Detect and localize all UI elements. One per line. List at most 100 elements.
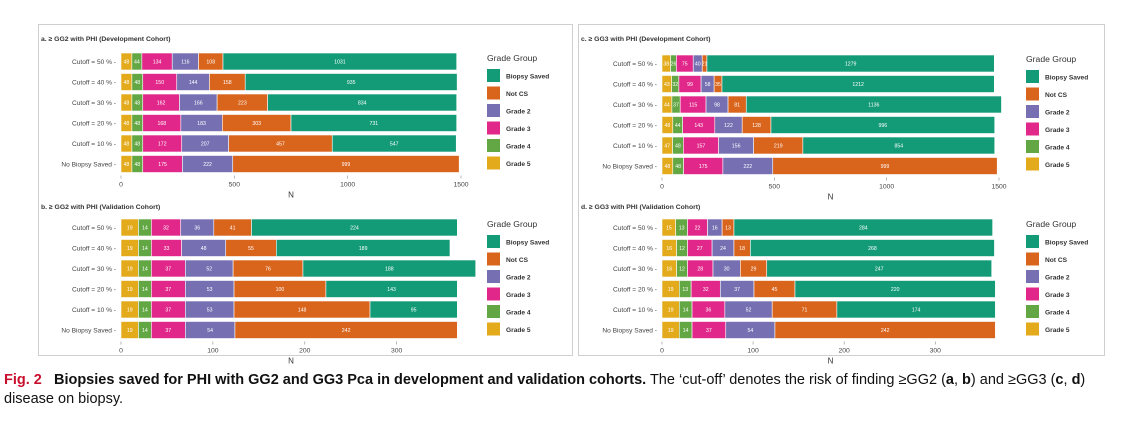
data-label: 19 bbox=[127, 246, 133, 252]
x-tick-label: 300 bbox=[391, 348, 403, 355]
legend-swatch bbox=[1026, 252, 1039, 266]
chart-title: c. ≥ GG3 with PHI (Development Cohort) bbox=[581, 36, 710, 43]
category-label: Cutoff = 20 % - bbox=[613, 123, 657, 130]
data-label: 15 bbox=[666, 226, 672, 232]
data-label: 457 bbox=[276, 142, 285, 148]
data-label: 731 bbox=[370, 121, 379, 127]
data-label: 48 bbox=[134, 80, 140, 86]
bar-segment bbox=[302, 259, 477, 278]
legend-swatch bbox=[487, 139, 500, 152]
bar-segment bbox=[325, 280, 458, 298]
x-tick-label: 1000 bbox=[340, 182, 355, 189]
chart-svg-left: a. ≥ GG2 with PHI (Development Cohort) Cu… bbox=[41, 36, 549, 366]
x-tick-label: 200 bbox=[299, 348, 311, 355]
data-label: 14 bbox=[142, 226, 148, 232]
bar-segment bbox=[774, 321, 996, 339]
data-label: 22 bbox=[695, 226, 701, 232]
data-label: 220 bbox=[891, 287, 900, 293]
x-tick-label: 0 bbox=[660, 184, 664, 191]
data-label: 37 bbox=[165, 328, 171, 334]
figure-panel-ggs2: a. ≥ GG2 with PHI (Development Cohort) Cu… bbox=[38, 24, 573, 366]
bar-segment bbox=[706, 54, 995, 73]
caption-text-1: The ‘cut-off’ denotes the risk of findin… bbox=[646, 372, 946, 388]
legend-label: Biopsy Saved bbox=[506, 240, 549, 247]
data-label: 19 bbox=[127, 267, 133, 273]
data-label: 52 bbox=[206, 267, 212, 273]
data-label: 935 bbox=[347, 80, 356, 86]
data-label: 32 bbox=[672, 82, 678, 88]
data-label: 44 bbox=[675, 123, 681, 129]
category-label: Cutoff = 50 % - bbox=[613, 225, 657, 232]
data-label: 100 bbox=[276, 287, 285, 293]
data-label: 183 bbox=[197, 121, 206, 127]
chart-svg-right: c. ≥ GG3 with PHI (Development Cohort) Cu… bbox=[581, 36, 1088, 366]
data-label: 18 bbox=[739, 246, 745, 252]
legend-label: Grade 2 bbox=[506, 275, 531, 282]
data-label: 19 bbox=[668, 328, 674, 334]
data-label: 75 bbox=[682, 62, 688, 68]
category-label: No Biopsy Saved - bbox=[602, 164, 657, 171]
data-label: 58 bbox=[705, 82, 711, 88]
legend-label: Biopsy Saved bbox=[506, 74, 549, 81]
x-tick-label: 0 bbox=[119, 182, 123, 189]
legend-label: Grade 4 bbox=[506, 310, 531, 317]
data-label: 26 bbox=[671, 62, 677, 68]
data-label: 16 bbox=[666, 267, 672, 273]
legend-label: Biopsy Saved bbox=[1045, 240, 1088, 247]
data-label: 44 bbox=[664, 103, 670, 109]
legend-label: Grade 5 bbox=[1045, 327, 1070, 334]
data-label: 14 bbox=[142, 308, 148, 314]
legend-label: Biopsy Saved bbox=[1045, 75, 1088, 82]
bar-segment bbox=[721, 75, 995, 93]
category-label: Cutoff = 40 % - bbox=[72, 80, 116, 87]
category-label: Cutoff = 20 % - bbox=[613, 287, 657, 294]
category-label: Cutoff = 20 % - bbox=[72, 287, 116, 294]
data-label: 30 bbox=[724, 267, 730, 273]
bar-segment bbox=[745, 95, 1002, 114]
x-tick-label: 1500 bbox=[453, 182, 468, 189]
chart-a: a. ≥ GG2 with PHI (Development Cohort) Cu… bbox=[41, 36, 549, 200]
legend-swatch bbox=[1026, 157, 1039, 171]
data-label: 158 bbox=[223, 80, 232, 86]
data-label: 45 bbox=[772, 287, 778, 293]
data-label: 32 bbox=[163, 226, 169, 232]
data-label: 19 bbox=[668, 308, 674, 314]
x-tick-label: 1000 bbox=[879, 184, 894, 191]
data-label: 14 bbox=[142, 287, 148, 293]
caption-ref-d: d bbox=[1071, 372, 1081, 388]
legend-title: Grade Group bbox=[1026, 219, 1076, 229]
data-label: 36 bbox=[706, 308, 712, 314]
legend-label: Grade 5 bbox=[506, 327, 531, 334]
data-label: 37 bbox=[165, 308, 171, 314]
data-label: 41 bbox=[230, 226, 236, 232]
legend-label: Grade 3 bbox=[1045, 127, 1070, 134]
data-label: 53 bbox=[207, 308, 213, 314]
data-label: 547 bbox=[390, 142, 399, 148]
data-label: 35 bbox=[715, 82, 721, 88]
data-label: 166 bbox=[194, 101, 203, 107]
legend-swatch bbox=[1026, 305, 1039, 318]
data-label: 98 bbox=[714, 103, 720, 109]
data-label: 95 bbox=[411, 308, 417, 314]
data-label: 16 bbox=[712, 226, 718, 232]
data-label: 37 bbox=[706, 328, 712, 334]
data-label: 115 bbox=[689, 103, 697, 109]
data-label: 148 bbox=[298, 308, 307, 314]
category-label: Cutoff = 40 % - bbox=[613, 246, 657, 253]
category-label: Cutoff = 50 % - bbox=[72, 225, 116, 232]
data-label: 32 bbox=[703, 287, 709, 293]
legend-label: Grade 4 bbox=[1045, 310, 1070, 317]
bar-segment bbox=[794, 280, 996, 298]
data-label: 174 bbox=[912, 308, 921, 314]
legend-label: Grade 2 bbox=[1045, 275, 1070, 282]
legend-swatch bbox=[1026, 270, 1039, 283]
category-label: Cutoff = 30 % - bbox=[72, 100, 116, 107]
data-label: 19 bbox=[127, 328, 133, 334]
x-axis-label: N bbox=[288, 357, 294, 366]
data-label: 55 bbox=[248, 246, 254, 252]
data-label: 13 bbox=[679, 226, 685, 232]
data-label: 19 bbox=[127, 308, 133, 314]
data-label: 38 bbox=[663, 62, 669, 68]
data-label: 143 bbox=[387, 287, 396, 293]
caption-title: Biopsies saved for PHI with GG2 and GG3 … bbox=[53, 372, 647, 388]
